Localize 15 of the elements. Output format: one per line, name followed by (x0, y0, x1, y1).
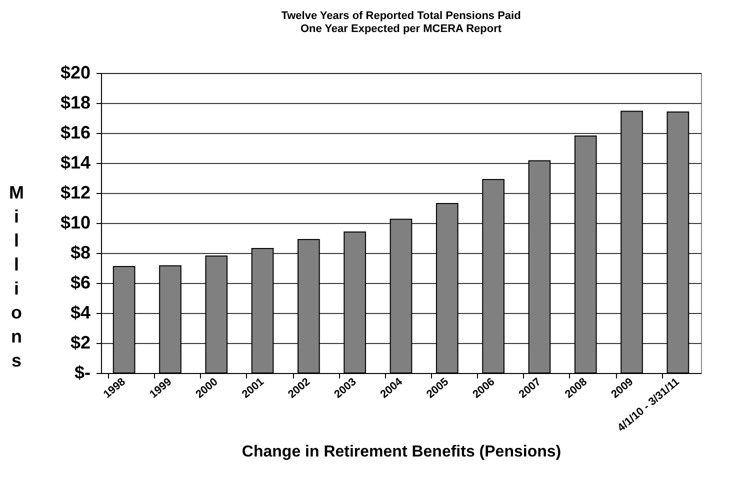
y-tick-label: $18 (60, 92, 90, 112)
y-axis-title: Millions (9, 182, 24, 370)
y-tick-label: $- (74, 362, 90, 382)
chart-title: Twelve Years of Reported Total Pensions Paid (281, 10, 521, 22)
chart-subtitle: One Year Expected per MCERA Report (300, 23, 502, 35)
x-axis-title: Change in Retirement Benefits (Pensions) (242, 443, 562, 460)
y-tick-label: $8 (70, 242, 90, 262)
y-tick-label: $12 (60, 182, 90, 202)
y-tick-label: $4 (70, 302, 90, 322)
y-tick-label: $10 (60, 212, 90, 232)
y-tick-label: $2 (70, 332, 90, 352)
y-tick-label: $6 (70, 272, 90, 292)
y-tick-label: $16 (60, 122, 90, 142)
y-tick-label: $20 (60, 62, 90, 82)
y-tick-label: $14 (60, 152, 90, 172)
